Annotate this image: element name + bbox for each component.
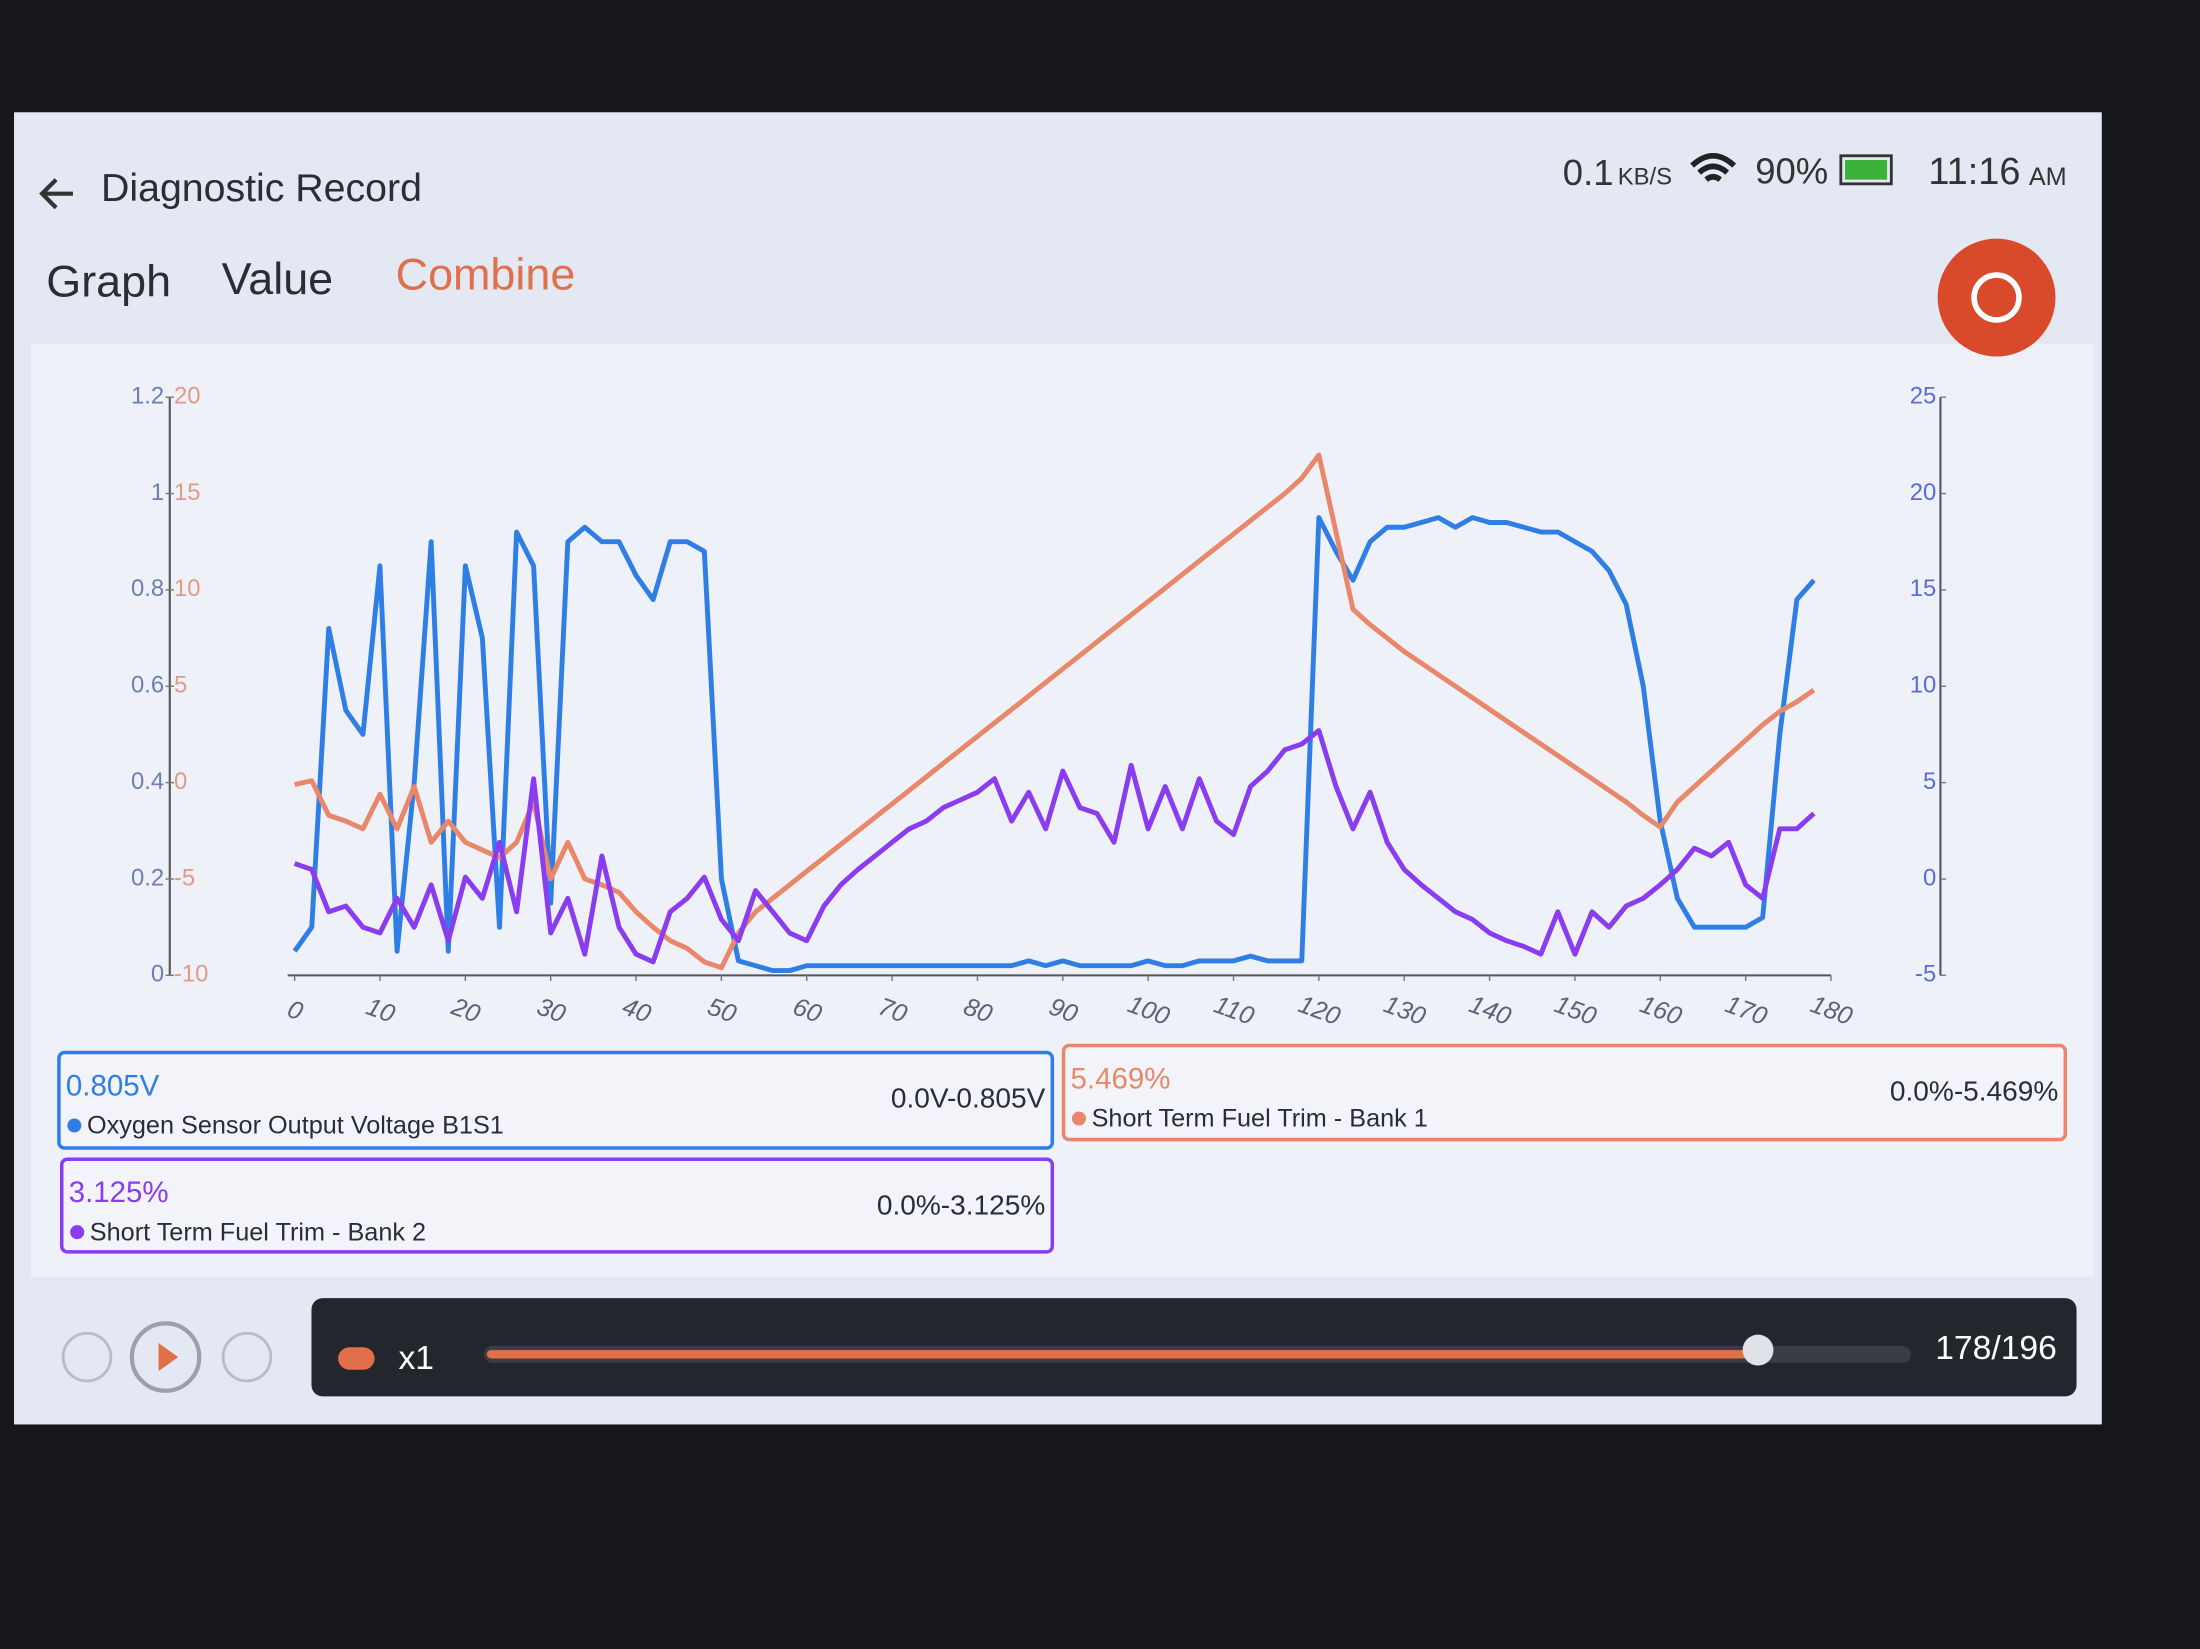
- y-inner-tick-label: 15: [174, 479, 201, 506]
- playback-position: 178/196: [1935, 1330, 2057, 1367]
- y-inner-tick-label: -10: [174, 961, 208, 988]
- clock-ampm: AM: [2029, 163, 2067, 191]
- legend-current-value: 5.469%: [1071, 1062, 1171, 1095]
- battery-fill: [1845, 159, 1888, 180]
- speed-icon: [338, 1347, 375, 1370]
- y2-tick-label: 25: [1910, 382, 1937, 409]
- y-tick-label: 1.2: [131, 382, 164, 409]
- y2-tick-label: 20: [1910, 479, 1937, 506]
- progress-knob[interactable]: [1742, 1334, 1774, 1366]
- clock: 11:16: [1928, 151, 2020, 193]
- legend-dot: [70, 1225, 85, 1240]
- progress-fill: [486, 1350, 1759, 1359]
- y2-tick-label: 15: [1910, 575, 1937, 602]
- y-inner-tick-label: 20: [174, 382, 201, 409]
- tab-graph[interactable]: Graph: [46, 256, 171, 307]
- series-line: [292, 515, 1816, 974]
- legend-name: Short Term Fuel Trim - Bank 1: [1092, 1105, 1428, 1133]
- y-tick-label: 0: [151, 961, 164, 988]
- series-line: [293, 728, 1816, 965]
- legend-dot: [1071, 1111, 1086, 1126]
- tab-value[interactable]: Value: [222, 253, 333, 304]
- wifi-icon: [1690, 152, 1737, 182]
- back-button[interactable]: [39, 178, 73, 210]
- series-line: [294, 452, 1816, 971]
- legend-box: [57, 1050, 1055, 1150]
- y-inner-tick-label: 0: [174, 768, 187, 795]
- legend: 0.805V Oxygen Sensor Output Voltage B1S1 0…: [57, 1043, 2068, 1254]
- legend-range: 0.0%-3.125%: [877, 1189, 1045, 1220]
- y-tick-label: 0.6: [131, 672, 164, 699]
- y-inner-tick-label: 5: [174, 672, 187, 699]
- net-speed-unit: KB/S: [1618, 164, 1672, 191]
- playback-speed[interactable]: x1: [398, 1340, 434, 1377]
- support-button[interactable]: [1937, 238, 2056, 357]
- rewind-button[interactable]: [61, 1331, 113, 1383]
- legend-dot: [67, 1118, 82, 1133]
- y-tick-label: 0.4: [131, 768, 164, 795]
- y2-tick-label: 10: [1910, 672, 1937, 699]
- y2-tick-label: 0: [1923, 864, 1936, 891]
- legend-name: Oxygen Sensor Output Voltage B1S1: [87, 1112, 504, 1140]
- y-inner-tick-label: 10: [174, 575, 201, 602]
- net-speed: 0.1: [1563, 152, 1614, 193]
- legend-range: 0.0%-5.469%: [1890, 1076, 2058, 1107]
- battery-icon: [1839, 154, 1893, 186]
- y-tick-label: 0.2: [131, 864, 164, 891]
- forward-button[interactable]: [221, 1331, 273, 1383]
- tab-combine[interactable]: Combine: [396, 249, 576, 300]
- battery-level: 90%: [1755, 151, 1828, 192]
- y2-tick-label: -5: [1915, 961, 1936, 988]
- play-icon: [158, 1343, 179, 1372]
- legend-current-value: 3.125%: [69, 1176, 169, 1209]
- play-button[interactable]: [129, 1321, 202, 1393]
- legend-box: [1061, 1043, 2068, 1142]
- legend-name: Short Term Fuel Trim - Bank 2: [90, 1218, 426, 1246]
- page-title: Diagnostic Record: [101, 166, 422, 210]
- legend-box: [59, 1157, 1055, 1254]
- legend-current-value: 0.805V: [66, 1069, 160, 1102]
- y-tick-label: 1: [151, 479, 164, 506]
- y-inner-tick-label: -5: [174, 864, 195, 891]
- y-tick-label: 0.8: [131, 575, 164, 602]
- y2-tick-label: 5: [1923, 768, 1936, 795]
- legend-range: 0.0V-0.805V: [891, 1083, 1046, 1114]
- support-icon: [1971, 272, 2022, 323]
